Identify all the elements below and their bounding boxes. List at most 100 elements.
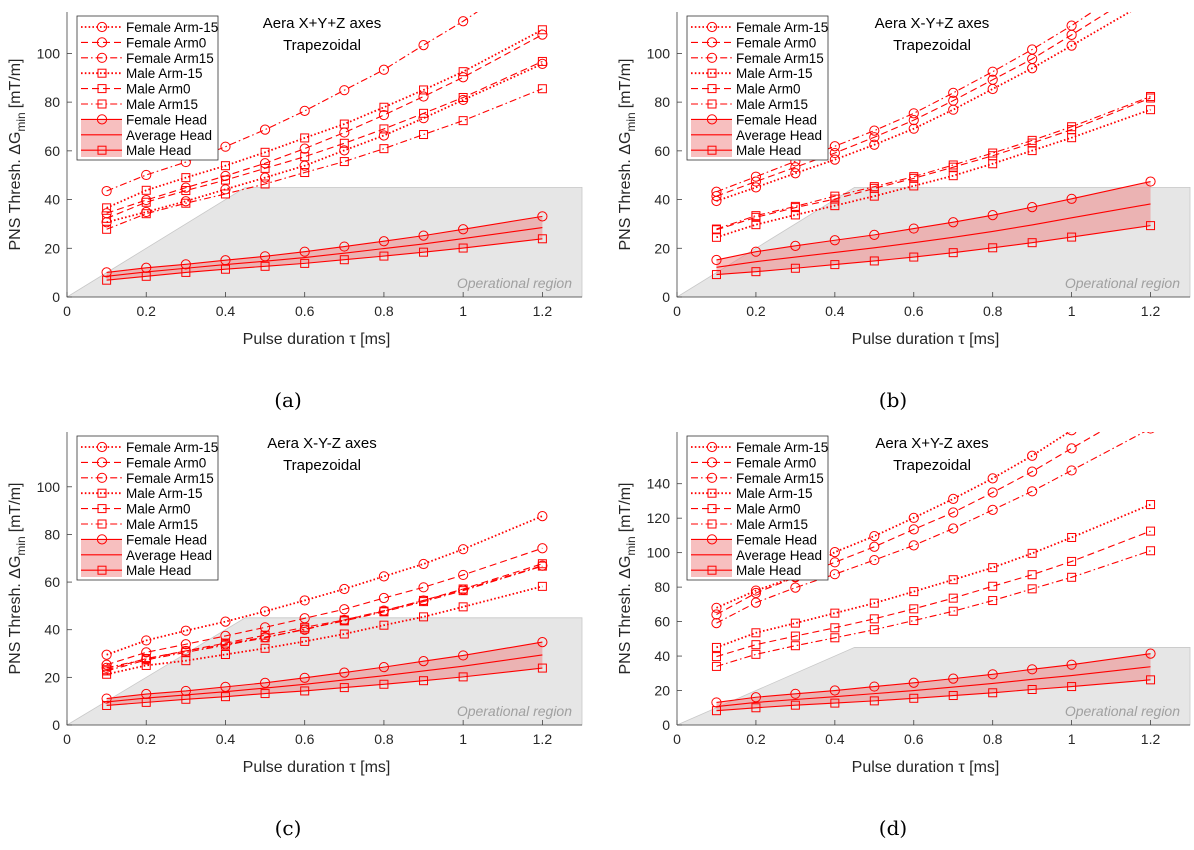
legend-marker xyxy=(96,21,108,33)
data-point xyxy=(537,84,547,94)
data-point xyxy=(458,569,469,581)
subfigure-caption: (b) xyxy=(879,388,907,412)
x-tick-label: 0.6 xyxy=(295,303,315,319)
data-point xyxy=(750,692,762,703)
legend-label: Female Arm15 xyxy=(126,471,214,486)
series-male-head xyxy=(102,663,547,710)
data-point xyxy=(1027,584,1037,594)
data-point xyxy=(988,581,998,591)
data-point xyxy=(537,211,548,222)
data-point xyxy=(259,124,271,135)
legend-label: Female Arm0 xyxy=(736,35,816,50)
operational-region-label: Operational region xyxy=(457,275,572,291)
y-tick-label: 80 xyxy=(654,579,670,595)
data-point xyxy=(181,173,191,183)
data-point xyxy=(102,666,112,676)
data-point xyxy=(1027,664,1038,675)
legend-marker xyxy=(707,488,717,498)
data-point xyxy=(101,693,112,704)
data-point xyxy=(141,697,151,707)
data-point xyxy=(180,645,191,657)
data-point xyxy=(790,240,801,251)
data-point xyxy=(790,641,800,651)
series-line xyxy=(716,181,1151,261)
x-axis-label: Pulse duration τ [ms] xyxy=(243,331,391,348)
y-axis-label-subscript: min xyxy=(14,536,28,555)
data-point xyxy=(948,523,959,534)
legend-label: Male Head xyxy=(736,143,801,158)
series-line xyxy=(106,565,543,672)
legend-label: Average Head xyxy=(736,548,822,563)
series-male-head xyxy=(102,234,547,285)
legend-item: Male Arm0 xyxy=(81,502,191,517)
data-point xyxy=(299,595,310,606)
legend-marker xyxy=(706,472,718,483)
data-point xyxy=(711,642,721,652)
series-line xyxy=(716,679,1151,712)
head-range-band xyxy=(716,181,1151,275)
data-point xyxy=(908,115,919,126)
series-male-arm15 xyxy=(102,84,547,234)
chart-title: Aera X+Y-Z axes xyxy=(875,435,988,452)
y-tick-label: 60 xyxy=(654,143,670,159)
y-tick-label: 120 xyxy=(647,510,671,526)
data-point xyxy=(948,593,958,603)
data-point xyxy=(869,125,880,136)
y-tick-label: 100 xyxy=(37,45,61,61)
series-line xyxy=(106,28,543,209)
y-axis-label-unit: [mT/m] xyxy=(7,59,24,109)
data-point xyxy=(339,127,350,138)
data-point xyxy=(339,241,350,252)
data-point xyxy=(379,607,389,617)
data-point xyxy=(141,660,151,670)
x-tick-label: 0.2 xyxy=(746,731,766,747)
data-point xyxy=(1027,548,1037,558)
data-point xyxy=(101,649,112,660)
y-tick-label: 0 xyxy=(662,717,670,733)
chart-title: Aera X-Y+Z axes xyxy=(875,15,990,32)
y-axis-label-unit: [mT/m] xyxy=(617,483,634,533)
data-point xyxy=(300,636,310,646)
legend-label: Female Arm15 xyxy=(736,51,824,66)
data-point xyxy=(909,587,919,597)
legend-label: Female Arm15 xyxy=(126,51,214,66)
subplot-b: Operational region 0 0.2 0.4 0.6 0.8 1 1.2 0 20 40… xyxy=(617,12,1191,412)
data-point xyxy=(790,210,800,220)
series-line xyxy=(716,653,1151,703)
data-point xyxy=(537,58,548,69)
data-point xyxy=(948,217,959,228)
data-point xyxy=(299,672,310,683)
data-point xyxy=(141,185,151,195)
data-point xyxy=(1067,682,1077,692)
y-tick-label: 20 xyxy=(654,683,670,699)
series-line xyxy=(716,97,1151,231)
y-tick-label: 80 xyxy=(654,94,670,110)
data-point xyxy=(830,698,840,708)
legend-marker xyxy=(97,145,107,155)
data-point xyxy=(987,83,998,95)
legend-label: Average Head xyxy=(126,548,212,563)
data-point xyxy=(830,633,840,643)
legend-item: Male Arm15 xyxy=(81,517,198,532)
data-point xyxy=(458,224,469,235)
x-tick-label: 1.2 xyxy=(533,731,553,747)
data-point xyxy=(339,667,350,678)
y-tick-label: 100 xyxy=(647,545,671,561)
data-point xyxy=(1067,232,1077,242)
data-point xyxy=(537,234,547,244)
legend-label: Female Head xyxy=(126,532,207,547)
legend-label: Male Arm-15 xyxy=(126,486,203,501)
data-point xyxy=(830,260,840,270)
data-point xyxy=(948,493,959,504)
x-tick-label: 0.4 xyxy=(216,303,236,319)
y-axis-label-subscript: min xyxy=(624,536,638,555)
data-point xyxy=(378,64,390,75)
legend-label: Male Arm-15 xyxy=(736,486,813,501)
series-line xyxy=(106,215,543,273)
data-point xyxy=(220,692,230,702)
data-point xyxy=(751,703,761,713)
series-line xyxy=(716,666,1151,708)
legend-marker xyxy=(96,457,108,468)
legend-band-swatch xyxy=(691,539,732,577)
